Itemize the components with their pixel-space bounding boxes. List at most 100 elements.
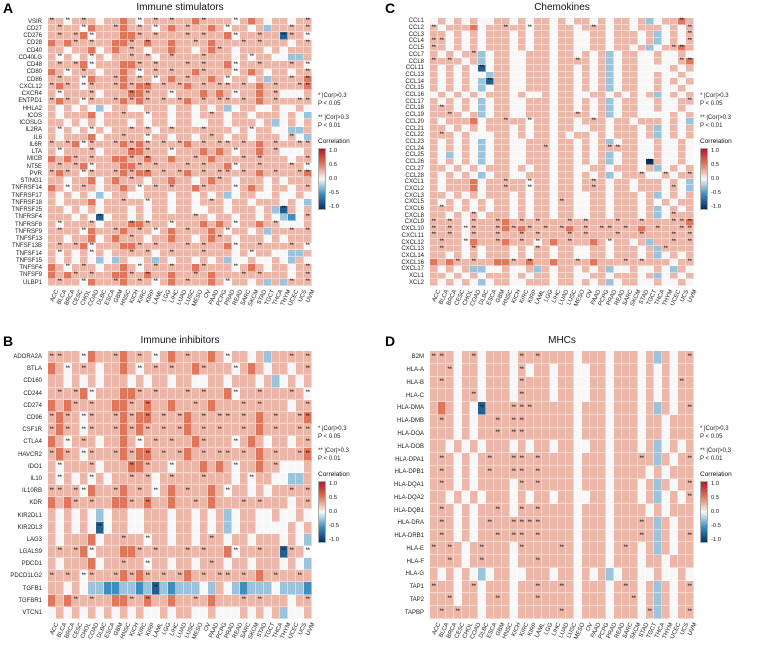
heatmap-cell — [64, 119, 72, 127]
heatmap-cell: ** — [304, 228, 312, 236]
heatmap-cell — [550, 529, 558, 543]
significance-star: ** — [495, 231, 500, 239]
significance-star: ** — [137, 241, 142, 249]
heatmap-cell — [120, 177, 128, 185]
heatmap-cell — [622, 279, 630, 286]
heatmap-cell — [638, 272, 646, 280]
heatmap-cell — [200, 257, 208, 265]
significance-star: ** — [679, 224, 684, 232]
heatmap-cell — [670, 606, 678, 619]
heatmap-cell — [112, 497, 120, 510]
heatmap-cell — [430, 279, 438, 286]
heatmap-cell — [446, 376, 454, 390]
heatmap-cell — [670, 165, 678, 173]
heatmap-cell — [430, 178, 438, 186]
heatmap-cell: ** — [64, 97, 72, 105]
significance-star: ** — [575, 110, 580, 118]
heatmap-cell — [662, 225, 670, 233]
heatmap-cell — [518, 44, 526, 52]
heatmap-cell — [502, 192, 510, 199]
heatmap-cell — [534, 265, 542, 273]
heatmap-cell: ** — [88, 90, 96, 98]
heatmap-cell: ** — [686, 478, 694, 492]
heatmap-cell — [686, 111, 694, 119]
heatmap-cell — [550, 491, 558, 505]
heatmap-cell — [462, 165, 470, 173]
heatmap-cell — [606, 172, 614, 179]
significance-star: ** — [73, 401, 78, 409]
heatmap-cell: ** — [534, 580, 542, 594]
panel-letter-b: B — [3, 333, 14, 349]
heatmap-cell — [96, 436, 104, 449]
significance-star: ** — [137, 277, 142, 285]
row-label: HLA-DMB — [396, 418, 424, 425]
heatmap-cell: ** — [232, 68, 240, 76]
heatmap-cell — [470, 205, 478, 213]
significance-star: ** — [137, 389, 142, 397]
heatmap-cell: ** — [144, 594, 152, 607]
heatmap-cell — [80, 46, 88, 55]
heatmap-cell — [686, 465, 694, 479]
heatmap-cell: ** — [72, 39, 80, 47]
heatmap-cell — [678, 252, 686, 260]
heatmap-cell — [176, 363, 184, 376]
heatmap-cell — [280, 399, 288, 412]
significance-star: ** — [297, 169, 302, 177]
row-label: HLA-E — [406, 545, 424, 552]
heatmap-cell: ** — [614, 218, 622, 226]
heatmap-cell: ** — [438, 131, 446, 139]
heatmap-cell — [518, 567, 526, 581]
heatmap-cell — [454, 389, 462, 403]
heatmap-cell — [152, 271, 160, 279]
heatmap-cell — [670, 593, 678, 607]
heatmap-cell — [478, 376, 486, 390]
significance-star: ** — [233, 219, 238, 227]
heatmap-cell — [430, 212, 438, 219]
significance-star: ** — [201, 263, 206, 271]
heatmap-cell — [654, 91, 662, 99]
heatmap-cell: ** — [462, 225, 470, 233]
heatmap-cell — [280, 68, 288, 76]
heatmap-cell — [622, 158, 630, 166]
heatmap-cell — [430, 118, 438, 126]
heatmap-cell — [454, 580, 462, 594]
heatmap-cell — [192, 424, 200, 437]
heatmap-cell — [558, 453, 566, 466]
heatmap-cell — [494, 580, 502, 594]
heatmap-cell — [542, 567, 550, 581]
heatmap-cell — [112, 206, 120, 214]
heatmap-cell — [256, 148, 264, 156]
heatmap-cell — [80, 242, 88, 250]
significance-star: ** — [81, 183, 86, 191]
heatmap-cell: ** — [88, 424, 96, 437]
significance-star: ** — [679, 43, 684, 51]
heatmap-cell: ** — [518, 238, 526, 246]
heatmap-cell: ** — [88, 54, 96, 62]
colorbar-tick: -0.5 — [329, 523, 339, 530]
heatmap-cell: ** — [200, 411, 208, 425]
heatmap-cell — [264, 155, 272, 163]
heatmap-cell — [120, 472, 128, 485]
heatmap-cell — [120, 90, 128, 98]
heatmap-cell — [232, 46, 240, 55]
heatmap-cell — [232, 104, 240, 113]
heatmap-cell: ** — [88, 448, 96, 461]
heatmap-cell — [454, 351, 462, 364]
heatmap-cell — [526, 440, 534, 454]
heatmap-cell: ** — [144, 448, 152, 461]
heatmap-cell — [630, 105, 638, 112]
heatmap-cell — [120, 104, 128, 113]
heatmap-cell — [646, 98, 654, 106]
heatmap-cell — [264, 199, 272, 207]
heatmap-cell — [454, 91, 462, 99]
colorbar-ticks: 1.0 0.5 0.0 -0.5 -1.0 — [711, 148, 721, 210]
heatmap-cell — [272, 191, 280, 200]
heatmap-cell — [144, 46, 152, 55]
heatmap-cell — [296, 32, 304, 40]
heatmap-cell — [582, 265, 590, 273]
significance-star: ** — [511, 416, 516, 424]
heatmap-cell — [454, 239, 462, 246]
heatmap-cell — [662, 198, 670, 206]
heatmap-cell — [48, 220, 56, 229]
heatmap-cell — [216, 228, 224, 236]
